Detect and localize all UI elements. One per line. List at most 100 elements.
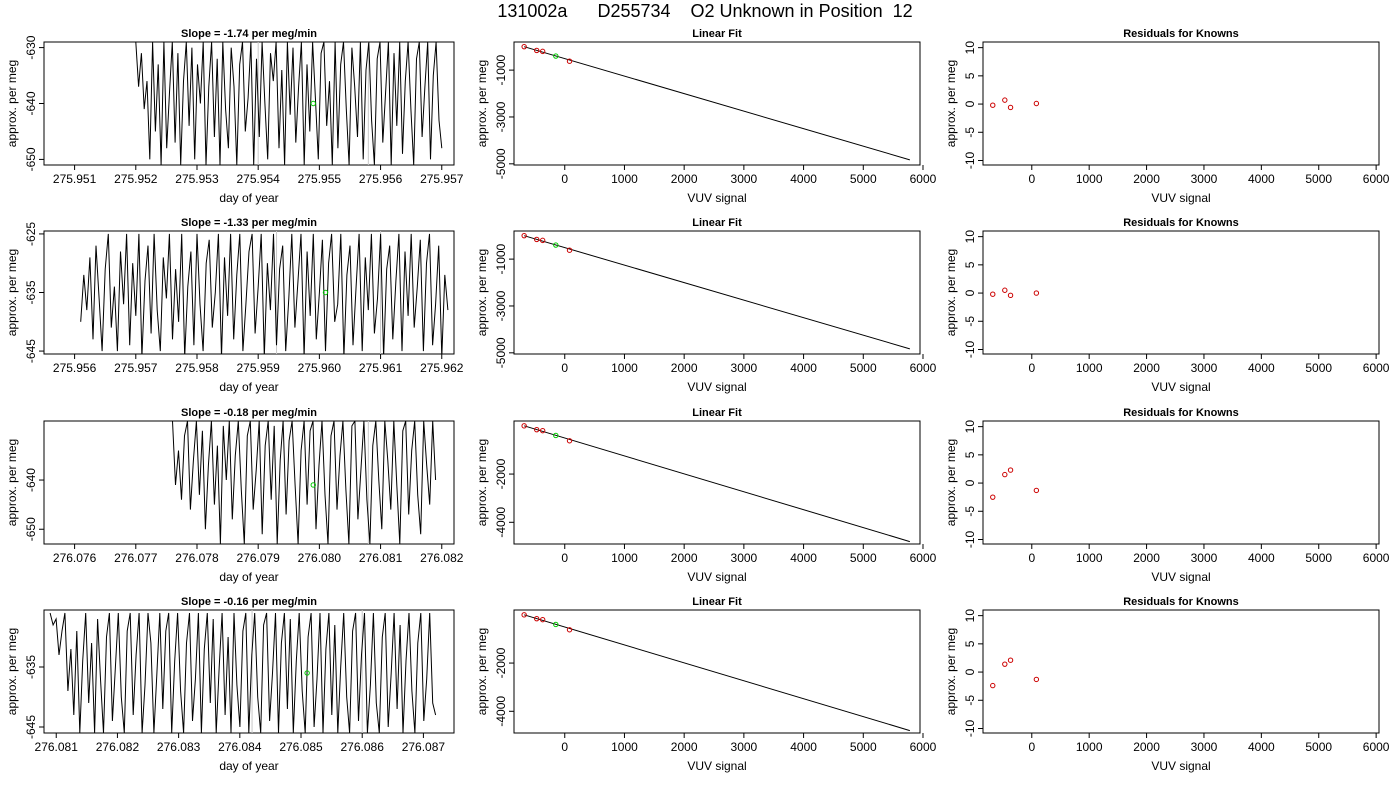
plot-frame [513, 420, 921, 545]
data-point [566, 627, 573, 633]
y-axis-label: approx. per meg [5, 628, 19, 715]
y-tick-label: -5 [963, 695, 977, 706]
data-point [566, 58, 573, 64]
data-point [1007, 292, 1014, 299]
y-tick-label: -5 [963, 127, 977, 138]
x-axis-label: day of year [219, 191, 278, 205]
data-point [1002, 661, 1008, 667]
plot-frame [982, 420, 1380, 545]
x-tick-label: 1000 [1076, 551, 1103, 565]
x-axis-label: VUV signal [687, 191, 746, 205]
plot-frame [43, 420, 455, 545]
x-tick-label: 276.076 [53, 551, 97, 565]
x-tick-label: 0 [561, 740, 568, 754]
x-tick-label: 2000 [671, 361, 698, 375]
x-axis-label: day of year [219, 570, 278, 584]
y-tick-label: 10 [963, 230, 977, 244]
x-axis-label: VUV signal [687, 570, 746, 584]
chart-panel: Linear Fit 0 1000 2000 3000 4000 5000 6000 -2000… [475, 596, 937, 773]
x-tick-label: 275.955 [298, 172, 342, 186]
x-tick-label: 3000 [731, 361, 758, 375]
y-tick-label: -2000 [494, 458, 508, 489]
plot-frame [513, 41, 921, 166]
data-point [1007, 467, 1014, 473]
chart-title: Residuals for Knowns [1123, 407, 1239, 419]
data-point [1033, 100, 1040, 107]
plot-frame [982, 609, 1380, 734]
x-tick-label: 6000 [1363, 172, 1390, 186]
x-tick-label: 4000 [1248, 172, 1275, 186]
x-axis-label: day of year [219, 380, 278, 394]
data-point [990, 682, 996, 689]
data-point [990, 102, 996, 108]
plot-area [135, 42, 443, 165]
y-tick-label: -10 [963, 719, 977, 737]
chart-panel: Slope = -1.74 per meg/min 275.951 275.952 2… [5, 28, 464, 205]
chart-panel: Linear Fit 0 1000 2000 3000 4000 5000 6000 -2000… [475, 407, 937, 584]
x-tick-label: 275.962 [420, 361, 464, 375]
data-point [1002, 97, 1008, 103]
x-tick-label: 4000 [1248, 361, 1275, 375]
y-tick-label: 0 [963, 100, 977, 107]
fit-line [524, 46, 910, 161]
x-tick-label: 4000 [790, 361, 817, 375]
x-tick-label: 6000 [910, 740, 937, 754]
plot-area [172, 421, 437, 544]
x-tick-label: 2000 [671, 172, 698, 186]
x-tick-label: 275.954 [236, 172, 280, 186]
x-tick-label: 5000 [850, 361, 877, 375]
x-tick-label: 276.087 [402, 740, 446, 754]
x-tick-label: 3000 [1191, 551, 1218, 565]
data-point [990, 291, 996, 297]
data-point [1033, 290, 1040, 296]
x-tick-label: 276.081 [35, 740, 79, 754]
x-tick-label: 1000 [611, 172, 638, 186]
x-tick-label: 3000 [1191, 740, 1218, 754]
x-tick-label: 2000 [671, 740, 698, 754]
x-tick-label: 4000 [1248, 740, 1275, 754]
y-tick-label: -1000 [494, 54, 508, 85]
x-axis-label: VUV signal [1151, 570, 1210, 584]
x-tick-label: 4000 [1248, 551, 1275, 565]
x-tick-label: 3000 [1191, 361, 1218, 375]
highlight-point [553, 53, 559, 59]
series-line [49, 612, 437, 733]
x-tick-label: 0 [1028, 361, 1035, 375]
x-axis-label: VUV signal [687, 380, 746, 394]
x-tick-label: 5000 [850, 172, 877, 186]
chart-panel: Slope = -0.18 per meg/min 276.076 276.077 2… [5, 407, 464, 584]
x-tick-label: 2000 [1133, 361, 1160, 375]
chart-panel: Slope = -0.16 per meg/min 276.081 276.082 2… [5, 596, 455, 773]
chart-panel: Residuals for Knowns 0 1000 2000 3000 4000 500… [944, 217, 1390, 394]
y-tick-label: -5 [963, 506, 977, 517]
y-axis-label: approx. per meg [944, 60, 958, 147]
x-tick-label: 275.956 [359, 172, 403, 186]
x-tick-label: 6000 [1363, 361, 1390, 375]
series-line [135, 42, 443, 165]
x-axis-label: VUV signal [1151, 191, 1210, 205]
x-tick-label: 2000 [1133, 172, 1160, 186]
y-axis-label: approx. per meg [475, 249, 489, 336]
plot-frame [982, 230, 1380, 355]
x-tick-label: 3000 [731, 740, 758, 754]
chart-panel: Slope = -1.33 per meg/min 275.956 275.957 2… [5, 217, 464, 394]
x-tick-label: 0 [561, 172, 568, 186]
x-tick-label: 275.951 [53, 172, 97, 186]
chart-panel: Residuals for Knowns 0 1000 2000 3000 4000 500… [944, 28, 1390, 205]
x-tick-label: 275.953 [175, 172, 219, 186]
y-tick-label: -1000 [494, 243, 508, 274]
y-tick-label: -4000 [494, 696, 508, 727]
x-tick-label: 0 [561, 551, 568, 565]
x-tick-label: 275.961 [359, 361, 403, 375]
plot-area [521, 612, 910, 732]
y-tick-label: -635 [24, 655, 38, 679]
plot-frame [513, 609, 921, 734]
x-tick-label: 3000 [731, 551, 758, 565]
highlight-point [553, 432, 559, 439]
x-axis-label: VUV signal [1151, 380, 1210, 394]
data-point [1002, 471, 1008, 478]
x-tick-label: 2000 [1133, 740, 1160, 754]
data-point [539, 237, 546, 244]
x-tick-label: 275.957 [420, 172, 464, 186]
x-tick-label: 5000 [1305, 172, 1332, 186]
